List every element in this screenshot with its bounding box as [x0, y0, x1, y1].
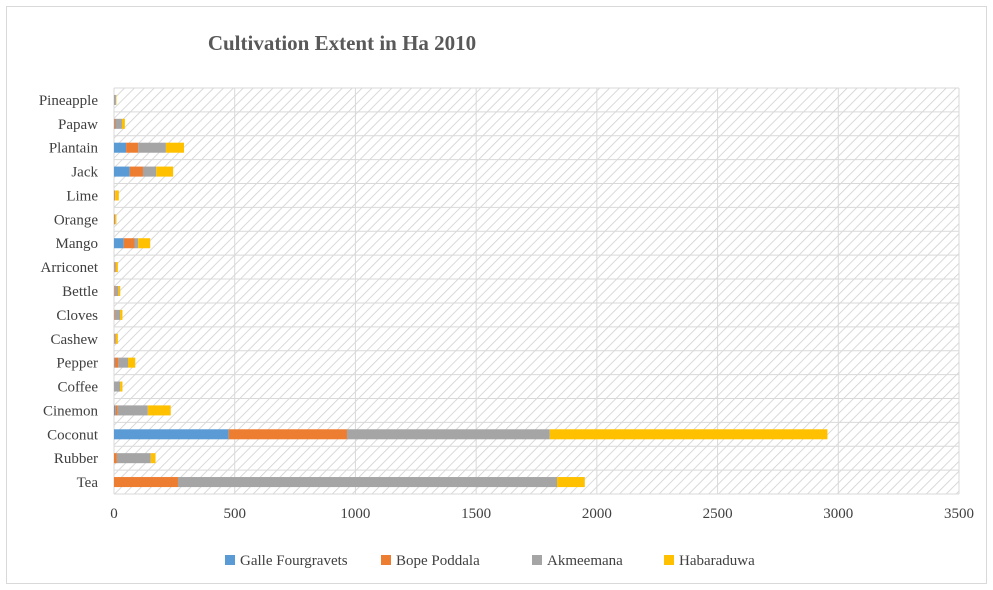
bar-segment [123, 238, 135, 249]
category-label: Coffee [57, 380, 98, 396]
legend-label: Galle Fourgravets [240, 553, 348, 569]
legend-swatch [664, 555, 674, 565]
bar-segment [114, 477, 178, 488]
bar-segment [114, 166, 130, 177]
bar-segment [150, 453, 156, 464]
bar-segment [114, 285, 119, 297]
bar-segment [114, 357, 119, 368]
bar-segment [138, 238, 151, 249]
bar-segment [126, 142, 139, 153]
x-tick-label: 3000 [823, 506, 853, 522]
category-label: Orange [54, 212, 98, 228]
category-label: Cinemon [43, 403, 98, 419]
bar-segment [165, 142, 185, 153]
category-label: Lime [66, 188, 98, 204]
category-label: Rubber [54, 451, 98, 467]
bar-segment [117, 405, 148, 416]
chart-title: Cultivation Extent in Ha 2010 [208, 31, 476, 55]
bar-segment [147, 405, 171, 416]
x-tick-label: 1500 [461, 506, 491, 522]
bar-segment [114, 381, 121, 392]
plot-area-background [114, 88, 959, 494]
bar-segment [114, 262, 115, 273]
bar-segment [114, 142, 127, 153]
cultivation-bar-chart: Cultivation Extent in Ha 2010 Tea Rubber C… [39, 31, 974, 569]
x-tick-labels: 0 500 1000 1500 2000 2500 3000 3500 [110, 506, 974, 522]
bar-segment [114, 309, 115, 320]
legend: Galle Fourgravets Bope Poddala Akmeemana Ha… [225, 553, 755, 569]
category-label: Papaw [58, 117, 98, 133]
category-labels: Tea Rubber Coconut Cinemon Coffee Pepper Cashe… [39, 93, 99, 491]
bar-segment [129, 166, 143, 177]
bar-segment [115, 333, 118, 344]
bar-segment [177, 477, 558, 488]
legend-label: Bope Poddala [396, 553, 480, 569]
bar-segment [114, 405, 116, 416]
bar-segment [114, 333, 116, 344]
bar-segment [114, 214, 116, 225]
x-tick-label: 0 [110, 506, 118, 522]
bar-segment [121, 118, 125, 129]
bar-segment [115, 262, 118, 273]
category-label: Cashew [51, 332, 99, 348]
gridlines [113, 87, 960, 495]
bar-segment [142, 166, 157, 177]
category-label: Pepper [56, 356, 98, 372]
x-tick-label: 1000 [340, 506, 370, 522]
bar-segment [120, 309, 123, 320]
bar-segment [114, 118, 116, 129]
x-tick-label: 3500 [944, 506, 974, 522]
category-label: Tea [77, 475, 99, 491]
bar-segment [346, 429, 550, 440]
bar-segment [115, 118, 122, 129]
legend-swatch [532, 555, 542, 565]
bar-segment [120, 381, 123, 392]
bar-segment [128, 357, 136, 368]
category-label: Mango [56, 236, 99, 252]
bar-segment [115, 190, 119, 201]
category-label: Bettle [62, 284, 98, 300]
x-tick-label: 2000 [582, 506, 612, 522]
bar-segment [118, 285, 121, 297]
category-label: Pineapple [39, 93, 98, 109]
category-label: Plantain [49, 141, 99, 157]
legend-label: Akmeemana [547, 553, 623, 569]
bar-segment [115, 214, 117, 225]
category-label: Arriconet [41, 260, 99, 276]
bar-segment [114, 238, 124, 249]
bar-segment [114, 453, 117, 464]
bar-segment [134, 238, 139, 249]
bar-segment [116, 453, 151, 464]
x-tick-label: 500 [223, 506, 246, 522]
bar-segment [118, 357, 129, 368]
bar-segment [557, 477, 585, 488]
category-label: Coconut [47, 427, 99, 443]
category-label: Jack [71, 165, 98, 181]
bar-segment [549, 429, 828, 440]
bar-segment [114, 190, 116, 201]
bar-segment [114, 333, 115, 344]
legend-swatch [225, 555, 235, 565]
category-label: Cloves [56, 308, 98, 324]
bar-segment [114, 285, 115, 297]
bar-segment [114, 309, 121, 320]
bar-segment [115, 405, 118, 416]
bars [114, 94, 828, 488]
legend-label: Habaraduwa [679, 553, 755, 569]
bar-segment [114, 118, 115, 129]
bar-segment [138, 142, 166, 153]
legend-swatch [381, 555, 391, 565]
bar-segment [114, 262, 116, 273]
bar-segment [114, 357, 115, 368]
chart-frame: Cultivation Extent in Ha 2010 Tea Rubber C… [6, 6, 987, 584]
x-tick-label: 2500 [703, 506, 733, 522]
bar-segment [114, 94, 116, 105]
bar-segment [228, 429, 347, 440]
bar-segment [156, 166, 174, 177]
bar-segment [114, 429, 229, 440]
